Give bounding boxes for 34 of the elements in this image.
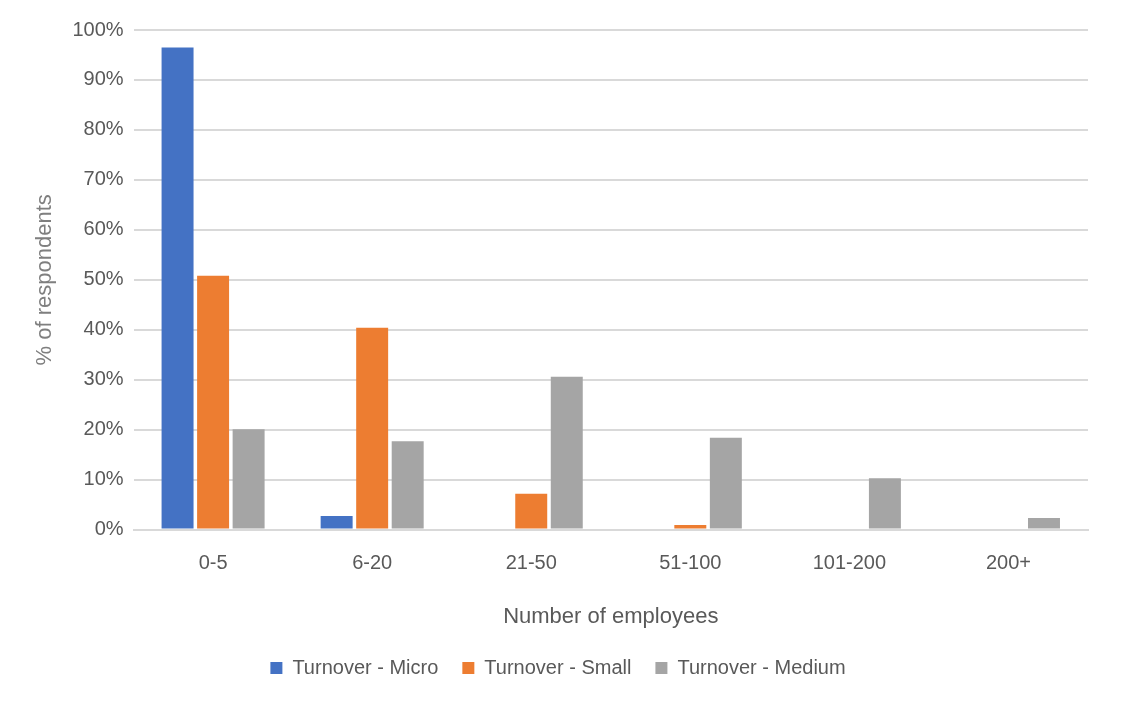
y-tick-label: 40% — [83, 317, 124, 340]
bar — [709, 437, 742, 529]
y-tick-label: 90% — [83, 67, 124, 90]
y-tick-label: 0% — [94, 517, 124, 540]
y-tick-label: 50% — [83, 267, 124, 290]
legend-label: Turnover - Micro — [292, 655, 439, 678]
bar — [674, 525, 707, 529]
bar — [161, 47, 194, 529]
y-tick-label: 70% — [83, 167, 124, 190]
y-tick-label: 10% — [83, 467, 124, 490]
bar — [197, 275, 230, 529]
bar — [1028, 518, 1060, 529]
bar — [232, 429, 265, 529]
bar — [356, 327, 389, 529]
legend-label: Turnover - Small — [484, 655, 632, 678]
y-tick-label: 20% — [83, 417, 124, 440]
x-tick-label: 0-5 — [198, 551, 228, 574]
x-tick-label: 51-100 — [659, 551, 722, 574]
y-axis-title: % of respondents — [31, 194, 57, 366]
bar — [391, 441, 424, 529]
bar — [515, 493, 548, 529]
bar — [320, 516, 353, 529]
y-tick-label: 80% — [83, 117, 124, 140]
x-tick-label: 6-20 — [352, 551, 393, 574]
y-tick-label: 30% — [83, 367, 124, 390]
bar — [550, 376, 583, 529]
legend-label: Turnover - Medium — [677, 655, 846, 678]
y-tick-label: 60% — [83, 217, 124, 240]
x-tick-label: 200+ — [985, 551, 1031, 574]
x-axis-title: Number of employees — [503, 602, 719, 628]
y-tick-label: 100% — [72, 17, 124, 40]
bar — [868, 478, 901, 529]
x-tick-label: 101-200 — [812, 551, 887, 574]
x-tick-label: 21-50 — [505, 551, 557, 574]
